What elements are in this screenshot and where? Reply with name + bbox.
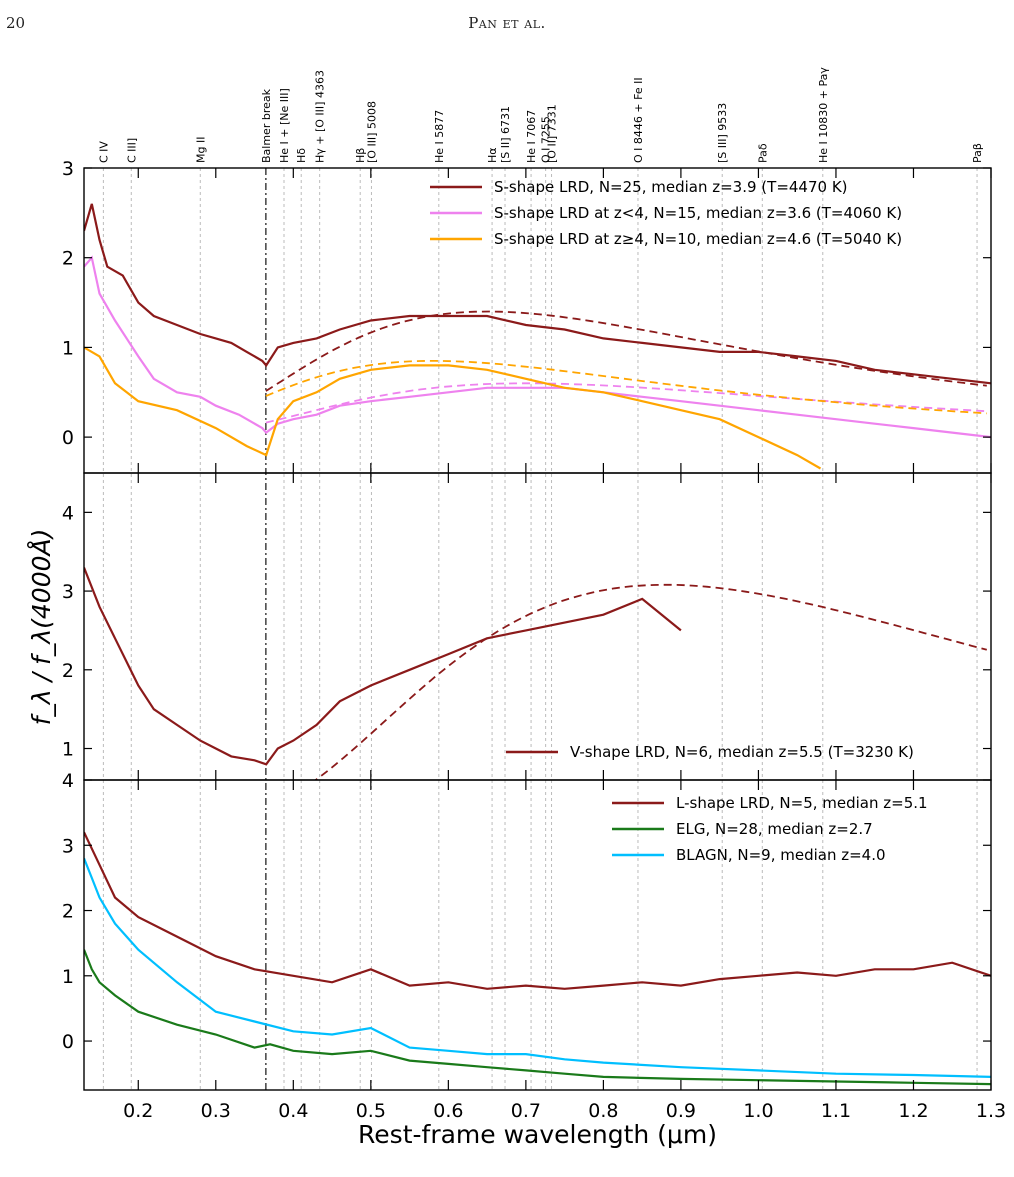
y-tick-label: 3: [62, 581, 74, 603]
y-tick-label: 3: [62, 835, 74, 857]
series-line: [84, 346, 822, 470]
spectra-curves: [84, 203, 991, 1086]
panel-1-curves: [84, 567, 988, 780]
line-label: C IV: [97, 141, 110, 163]
y-tick-label: 3: [62, 158, 74, 180]
line-label: Hδ: [295, 148, 308, 163]
line-label: Paδ: [756, 143, 769, 163]
y-tick-label: 1: [62, 739, 74, 761]
series-line: [84, 567, 682, 766]
blackbody-fit: [265, 310, 987, 392]
x-tick-label: 0.4: [278, 1100, 308, 1122]
y-tick-label: 4: [62, 502, 74, 524]
line-label: O I 8446 + Fe II: [632, 77, 645, 163]
x-tick-label: 0.7: [511, 1100, 541, 1122]
y-tick-label: 2: [62, 248, 74, 270]
x-tick-label: 0.9: [666, 1100, 696, 1122]
panel-frame: [83, 779, 992, 1091]
series-line: [84, 831, 991, 990]
x-tick-label: 0.2: [123, 1100, 153, 1122]
line-label: O I 7255: [540, 116, 553, 163]
line-label: [S II] 6731: [499, 106, 512, 163]
x-tick-label: 0.3: [201, 1100, 231, 1122]
y-tick-label: 4: [62, 770, 74, 792]
x-tick-label: 1.3: [976, 1100, 1006, 1122]
y-tick-label: 0: [62, 1031, 74, 1053]
panel-frames: [83, 167, 992, 1091]
legend-entry: S-shape LRD at z<4, N=15, median z=3.6 (…: [494, 204, 902, 222]
line-label: Hα: [486, 147, 499, 163]
axis-labels: C IV C III] Mg II Balmer break He I + [Ne II…: [27, 67, 1006, 1149]
x-tick-label: 1.2: [898, 1100, 928, 1122]
blackbody-fit: [265, 382, 987, 424]
y-axis-label: f_λ / f_λ(4000Å): [27, 529, 56, 726]
legend-entry: BLAGN, N=9, median z=4.0: [676, 846, 886, 864]
running-head: Pan et al.: [468, 14, 546, 32]
panel-2-curves: [84, 831, 991, 1086]
line-label: [O II] 7331: [546, 104, 559, 163]
x-tick-label: 1.1: [821, 1100, 851, 1122]
blackbody-fit: [265, 360, 987, 415]
y-tick-label: 2: [62, 660, 74, 682]
line-label: Balmer break: [260, 88, 273, 163]
line-label: Hβ: [354, 148, 367, 163]
legend-entry: S-shape LRD, N=25, median z=3.9 (T=4470 …: [494, 178, 848, 196]
x-axis-label: Rest-frame wavelength (μm): [358, 1120, 717, 1149]
series-line: [84, 949, 991, 1086]
x-tick-label: 1.0: [743, 1100, 773, 1122]
legend-entry: ELG, N=28, median z=2.7: [676, 820, 873, 838]
line-label: He I + [Ne III]: [278, 88, 291, 163]
panel-frame: [83, 472, 992, 781]
x-tick-label: 0.6: [433, 1100, 463, 1122]
line-label: He I 7067: [525, 110, 538, 163]
line-label: Hγ + [O III] 4363: [314, 70, 327, 163]
legend-entry: L-shape LRD, N=5, median z=5.1: [676, 794, 928, 812]
line-label: C III]: [125, 138, 138, 163]
line-label: [S III] 9533: [716, 103, 729, 163]
page-number: 20: [6, 14, 26, 32]
y-tick-label: 0: [62, 427, 74, 449]
series-line: [84, 255, 991, 439]
legend-entry: V-shape LRD, N=6, median z=5.5 (T=3230 K…: [570, 743, 914, 761]
line-label: Mg II: [194, 137, 207, 163]
panel-0-curves: [84, 203, 991, 470]
series-line: [84, 857, 991, 1078]
y-tick-label: 1: [62, 337, 74, 359]
blackbody-fit: [314, 583, 988, 780]
line-label: He I 5877: [433, 110, 446, 163]
x-tick-label: 0.5: [356, 1100, 386, 1122]
legend-entry: S-shape LRD at z≥4, N=10, median z=4.6 (…: [494, 230, 902, 248]
line-label: [O III] 5008: [365, 101, 378, 163]
line-markers: [102, 168, 978, 1090]
y-tick-label: 2: [62, 901, 74, 923]
y-tick-label: 1: [62, 966, 74, 988]
line-label: He I 10830 + Paγ: [817, 67, 830, 163]
x-tick-label: 0.8: [588, 1100, 618, 1122]
line-label: Paβ: [971, 143, 984, 163]
